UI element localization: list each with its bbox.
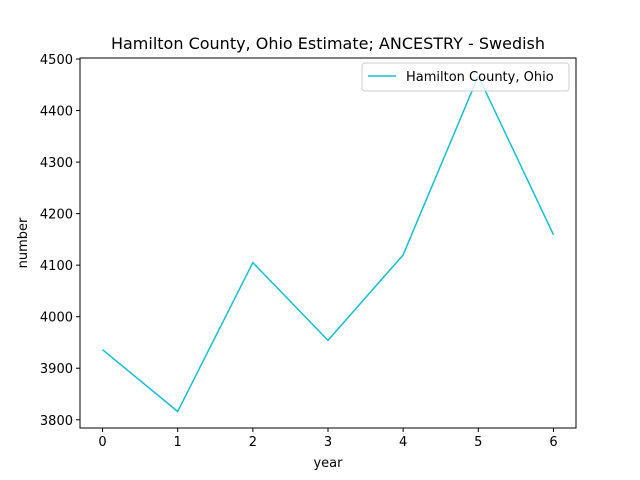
y-tick-label: 4400 [40, 105, 73, 120]
y-tick-label: 3800 [40, 414, 73, 429]
x-axis-label: year [313, 456, 343, 471]
x-tick-label: 6 [549, 435, 557, 450]
y-tick-label: 4500 [40, 53, 73, 68]
legend-label: Hamilton County, Ohio [406, 70, 554, 85]
x-tick-label: 1 [174, 435, 182, 450]
chart-title: Hamilton County, Ohio Estimate; ANCESTRY… [111, 34, 545, 53]
series-line [102, 75, 555, 413]
x-tick-label: 4 [399, 435, 407, 450]
series-layer [102, 75, 555, 413]
x-tick-label: 2 [249, 435, 257, 450]
x-tick-label: 3 [324, 435, 332, 450]
x-axis: 0 1 2 3 4 5 6 [98, 428, 558, 450]
y-axis: 3800 3900 4000 4100 4200 4300 4400 4500 [40, 53, 80, 429]
y-tick-label: 4000 [40, 311, 73, 326]
y-tick-label: 4300 [40, 156, 73, 171]
legend: Hamilton County, Ohio [361, 62, 570, 92]
y-axis-label: number [16, 217, 31, 268]
x-tick-label: 0 [98, 435, 106, 450]
y-tick-label: 3900 [40, 362, 73, 377]
plot-area-frame [79, 57, 577, 429]
y-tick-label: 4200 [40, 208, 73, 223]
legend-box [361, 62, 570, 92]
x-tick-label: 5 [474, 435, 482, 450]
y-tick-label: 4100 [40, 259, 73, 274]
